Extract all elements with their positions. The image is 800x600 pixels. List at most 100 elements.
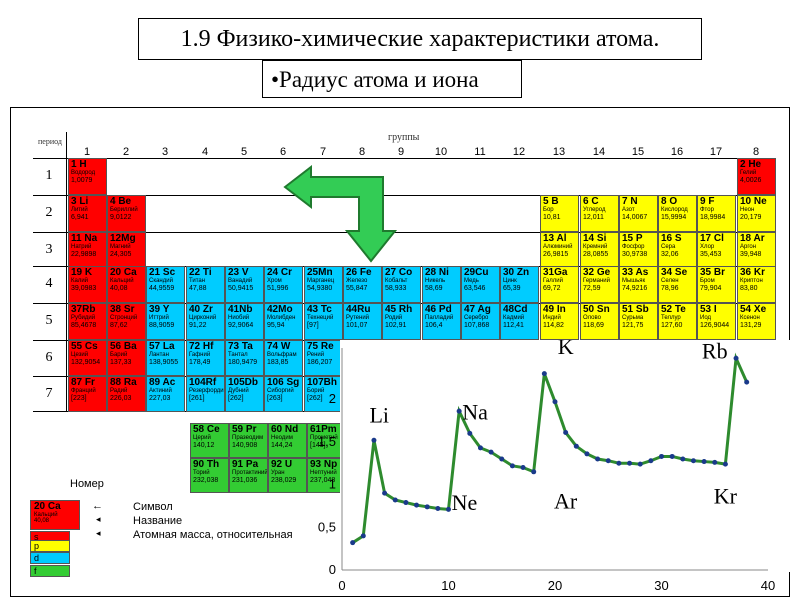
element-symbol: 28 Ni — [425, 267, 449, 278]
group-label: 13 — [552, 146, 566, 158]
element-symbol: 43 Tc — [307, 304, 332, 315]
element-name: Никель — [425, 278, 446, 284]
legend-mass-label: Атомная масса, относительная — [133, 529, 293, 541]
element-symbol: 92 U — [271, 459, 293, 470]
group-label: 16 — [670, 146, 684, 158]
element-mass: 55,847 — [346, 285, 368, 292]
chart-data-point — [712, 459, 718, 465]
legend-name-label: Название — [133, 515, 183, 527]
element-mass: 65,39 — [503, 285, 521, 292]
element-cell: 11 Na Натрий 22,9898 — [68, 232, 107, 269]
element-name: Ванадий — [228, 278, 253, 284]
group-label: 9 — [397, 146, 405, 158]
element-cell: 73 Ta Тантал 180,9479 — [225, 340, 264, 376]
element-mass: 50,9415 — [228, 285, 254, 292]
table-gridline — [33, 158, 776, 159]
element-cell: 39 Y Иттрий 88,9059 — [146, 303, 185, 340]
element-cell: 24 Cr Хром 51,996 — [264, 266, 303, 303]
element-name: Неодим — [271, 435, 293, 441]
element-cell: 34 Se Селен 78,96 — [658, 266, 697, 303]
element-cell: 45 Rh Родий 102,91 — [382, 303, 421, 340]
element-mass: 121,75 — [622, 322, 644, 329]
element-name: Натрий — [71, 244, 92, 250]
element-symbol: 55 Cs — [71, 341, 98, 352]
chart-annotation-label: Na — [462, 400, 488, 425]
chart-data-point — [456, 408, 462, 414]
element-mass: 118,69 — [583, 322, 604, 329]
element-name: Цезий — [71, 352, 89, 358]
chart-x-tick-label: 30 — [654, 578, 668, 593]
element-mass: 101,07 — [346, 322, 368, 329]
element-symbol: 59 Pr — [232, 424, 257, 435]
element-name: Бор — [543, 207, 554, 213]
element-mass: 54,9380 — [307, 285, 333, 292]
element-name: Цинк — [503, 278, 517, 284]
chart-data-point — [531, 469, 537, 475]
element-name: Сурьма — [622, 315, 644, 321]
element-mass: 91,22 — [189, 322, 207, 329]
element-symbol: 34 Se — [661, 267, 688, 278]
element-symbol: 52 Te — [661, 304, 686, 315]
element-name: Рений — [307, 352, 325, 358]
element-mass: 74,9216 — [622, 285, 648, 292]
element-name: Рубидий — [71, 315, 96, 321]
element-symbol: 38 Sr — [110, 304, 135, 315]
chart-y-tick-label: 0 — [329, 562, 336, 577]
element-name: Фосфор — [622, 244, 645, 250]
element-cell: 1 H Водород 1,0079 — [68, 158, 107, 195]
element-cell: 52 Te Теллур 127,60 — [658, 303, 697, 340]
element-cell: 38 Sr Стронций 87,62 — [107, 303, 146, 340]
element-cell: 10 Ne Неон 20,179 — [737, 195, 776, 232]
element-symbol: 19 K — [71, 267, 93, 278]
chart-annotation-label: Kr — [714, 483, 738, 508]
element-symbol: 60 Nd — [271, 424, 299, 435]
element-cell: 60 Nd Неодим 144,24 — [268, 423, 307, 458]
element-symbol: 1 H — [71, 159, 87, 170]
element-name: Борий — [307, 388, 325, 394]
element-mass: 92,9064 — [228, 322, 254, 329]
chart-data-point — [424, 504, 430, 510]
element-cell: 23 V Ванадий 50,9415 — [225, 266, 264, 303]
element-symbol: 7 N — [622, 196, 638, 207]
element-symbol: 105Db — [228, 377, 259, 388]
chart-annotation-label: Ar — [554, 489, 578, 514]
element-name: Родий — [385, 315, 403, 321]
element-cell: 16 S Сера 32,06 — [658, 232, 697, 269]
element-name: Титан — [189, 278, 206, 284]
chart-data-point — [690, 458, 696, 464]
legend-bullet-icon: ◂ — [96, 528, 101, 538]
element-symbol: 33 As — [622, 267, 649, 278]
period-label: 4 — [45, 276, 53, 291]
element-name: Празеодим — [232, 435, 264, 441]
element-cell: 29Cu Медь 63,546 — [461, 266, 500, 303]
element-name: Алюминий — [543, 244, 573, 250]
period-label: 2 — [45, 205, 53, 220]
element-cell: 30 Zn Цинк 65,39 — [500, 266, 539, 303]
group-label: 1 — [83, 146, 91, 158]
element-symbol: 15 P — [622, 233, 643, 244]
group-label: 3 — [161, 146, 169, 158]
chart-data-point — [499, 456, 505, 462]
element-symbol: 27 Co — [385, 267, 413, 278]
element-mass: 63,546 — [464, 285, 486, 292]
element-cell: 87 Fr Франций [223] — [68, 376, 107, 412]
chart-data-point — [414, 502, 420, 508]
group-label: 12 — [512, 146, 526, 158]
chart-data-point — [616, 460, 622, 466]
chart-data-point — [350, 540, 356, 546]
element-cell: 21 Sc Скандий 44,9559 — [146, 266, 185, 303]
element-symbol: 30 Zn — [503, 267, 530, 278]
element-mass: 232,038 — [193, 477, 219, 484]
group-label: 2 — [122, 146, 130, 158]
element-name: Литий — [71, 207, 88, 213]
group-label: 8 — [752, 146, 760, 158]
element-name: Кислород — [661, 207, 688, 213]
element-name: Теллур — [661, 315, 681, 321]
element-name: Протактиний — [232, 470, 268, 476]
element-name: Рутений — [346, 315, 370, 321]
element-symbol: 88 Ra — [110, 377, 137, 388]
element-cell: 107Bh Борий [262] — [304, 376, 343, 412]
period-label: 7 — [45, 386, 53, 401]
element-name: Церий — [193, 435, 211, 441]
chart-data-point — [520, 465, 526, 471]
